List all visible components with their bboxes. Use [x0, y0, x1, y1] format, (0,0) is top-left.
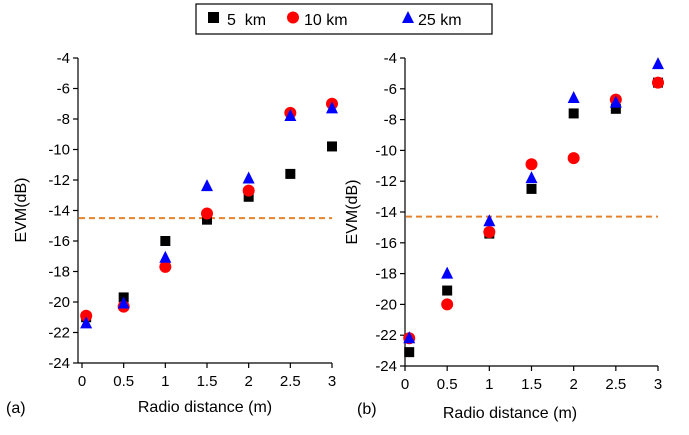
y-tick-label: -8: [57, 111, 70, 128]
y-tick-label: -14: [375, 204, 397, 221]
point-10km: [201, 207, 213, 220]
y-axis-title: EVM(dB): [13, 178, 30, 243]
y-tick-label: -10: [48, 142, 70, 159]
legend-label-25km: 25 km: [418, 12, 462, 29]
y-tick-label: -24: [375, 358, 397, 375]
point-25km: [242, 171, 255, 184]
legend-marker-10km: [287, 11, 299, 24]
y-tick-label: -18: [48, 264, 70, 281]
data-points: [403, 57, 664, 358]
x-tick-label: 1: [161, 373, 169, 390]
point-5km: [243, 191, 254, 202]
axis-ticks: -4 -6 -8 -10 -12 -14 -16 -18 -20 -22 -240 0.5 1 1.5 2 2…: [375, 50, 662, 393]
x-tick-label: 2.5: [605, 376, 626, 393]
y-tick-label: -22: [48, 325, 70, 342]
panel-label-a: (a): [6, 400, 26, 417]
y-tick-label: -20: [375, 296, 397, 313]
y-tick-label: -12: [48, 172, 70, 189]
data-points: [80, 97, 338, 329]
point-10km: [652, 76, 664, 89]
x-tick-label: 1.5: [197, 373, 218, 390]
point-10km: [80, 309, 93, 322]
legend-marker-25km: [402, 11, 414, 23]
point-5km: [285, 168, 296, 179]
y-tick-label: -4: [57, 50, 70, 67]
point-5km: [327, 141, 337, 152]
point-5km: [160, 236, 171, 246]
y-tick-label: -14: [48, 203, 70, 220]
y-tick-label: -20: [48, 294, 70, 311]
point-5km: [526, 183, 537, 194]
point-5km: [442, 285, 453, 296]
axis-ticks: -4 -6 -8 -10 -12 -14 -16 -18 -20 -22 -24 0 0.5 1 1.5 2 2…: [48, 50, 336, 390]
point-10km: [441, 298, 454, 311]
point-10km: [525, 158, 538, 171]
x-tick-label: 0.5: [113, 373, 134, 390]
x-tick-label: 0.5: [437, 376, 458, 393]
x-axis-title: Radio distance (m): [443, 405, 577, 422]
point-25km: [284, 108, 297, 121]
y-tick-label: -24: [48, 355, 70, 372]
y-tick-label: -6: [57, 81, 70, 98]
y-tick-label: -8: [384, 112, 397, 129]
point-25km: [159, 250, 172, 263]
point-5km: [568, 108, 579, 119]
point-25km: [652, 57, 664, 70]
x-tick-label: 0: [401, 376, 409, 393]
panel-a: -4 -6 -8 -10 -12 -14 -16 -18 -20 -22 -24 0 0.5 1 1.5 2 2…: [6, 50, 338, 417]
legend-marker-5km: [208, 12, 219, 23]
point-25km: [80, 316, 93, 329]
y-axis-title: EVM(dB): [344, 180, 361, 245]
point-10km: [567, 152, 580, 165]
y-tick-label: -10: [375, 142, 397, 159]
x-tick-label: 2: [569, 376, 577, 393]
x-tick-label: 1: [485, 376, 493, 393]
point-5km: [610, 103, 621, 114]
x-tick-label: 3: [328, 373, 336, 390]
legend-label-10km: 10 km: [304, 12, 348, 29]
y-tick-label: -12: [375, 173, 397, 190]
panel-b: -4 -6 -8 -10 -12 -14 -16 -18 -20 -22 -240 0.5 1 1.5 2 2…: [344, 50, 664, 422]
point-25km: [483, 214, 496, 227]
point-25km: [403, 331, 416, 344]
point-25km: [567, 91, 580, 104]
x-axis-title: Radio distance (m): [138, 399, 272, 416]
y-tick-label: -22: [375, 327, 397, 344]
y-tick-label: -16: [48, 233, 70, 250]
legend: 5 km 10 km 25 km: [195, 3, 493, 35]
y-tick-label: -18: [375, 266, 397, 283]
legend-label-5km: 5 km: [227, 12, 266, 29]
point-5km: [202, 214, 212, 225]
panel-label-b: (b): [357, 401, 377, 418]
point-10km: [159, 260, 172, 273]
point-5km: [404, 347, 415, 358]
point-25km: [326, 101, 338, 114]
x-tick-label: 1.5: [521, 376, 542, 393]
x-tick-label: 2: [244, 373, 252, 390]
legend-frame: [195, 3, 493, 35]
point-25km: [117, 296, 130, 309]
point-10km: [242, 184, 255, 197]
point-10km: [483, 226, 496, 239]
point-25km: [441, 266, 454, 279]
x-tick-label: 3: [654, 376, 662, 393]
x-tick-label: 0: [78, 373, 86, 390]
point-25km: [609, 95, 622, 108]
point-25km: [201, 179, 213, 192]
x-tick-label: 2.5: [280, 373, 301, 390]
y-tick-label: -4: [384, 50, 397, 67]
point-25km: [525, 171, 538, 184]
y-tick-label: -6: [384, 81, 397, 98]
y-tick-label: -16: [375, 235, 397, 252]
